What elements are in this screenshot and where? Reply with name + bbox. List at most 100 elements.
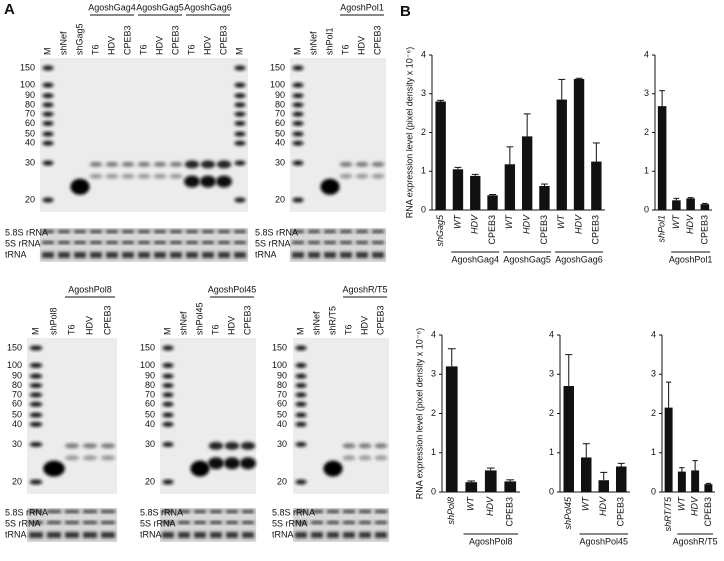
bar: [445, 366, 458, 492]
band: [358, 443, 372, 449]
lane-label: CPEB3: [170, 25, 180, 55]
ladder-band: [234, 65, 246, 71]
size-marker: 50: [275, 128, 285, 138]
ladder-band: [292, 93, 304, 99]
group-label: AgoshPol8: [469, 536, 513, 546]
rrna-band: [47, 521, 61, 524]
y-tick-label: 4: [644, 49, 649, 59]
bar: [484, 470, 497, 492]
lane-label: CPEB3: [372, 25, 382, 55]
size-marker: 30: [275, 157, 285, 167]
y-tick-label: 1: [644, 166, 649, 176]
rrna-label: 5.8S rRNA: [5, 507, 48, 517]
bar: [686, 198, 695, 210]
lane-label: M: [30, 328, 40, 336]
ladder-band: [292, 121, 304, 126]
ladder-band: [29, 412, 43, 418]
y-tick-label: 1: [431, 447, 436, 457]
bar: [556, 99, 567, 210]
rrna-band: [101, 510, 115, 513]
panel-label: B: [400, 3, 411, 20]
band: [100, 443, 116, 449]
y-tick-label: 3: [644, 88, 649, 98]
rrna-band: [186, 252, 198, 258]
group-header: AgoshGag6: [184, 2, 232, 12]
rrna-band: [359, 510, 371, 513]
bar: [616, 466, 627, 492]
y-tick-label: 0: [549, 486, 554, 496]
rrna-band: [170, 230, 182, 233]
x-tick-label: WT: [671, 214, 681, 229]
ladder-band: [29, 392, 43, 398]
bar: [691, 470, 700, 492]
y-tick-label: 1: [549, 447, 554, 457]
lane-label: CPEB3: [218, 25, 228, 55]
sirna-band: [190, 460, 210, 477]
size-marker: 50: [145, 409, 155, 419]
ladder-band: [234, 131, 246, 137]
bar: [677, 471, 686, 492]
size-marker: 40: [277, 419, 287, 429]
rrna-band: [372, 230, 384, 233]
ladder-band: [42, 65, 54, 71]
band: [153, 161, 167, 167]
rrna-band: [295, 532, 307, 538]
rrna-band: [242, 532, 254, 538]
rrna-band: [74, 241, 86, 244]
rrna-band: [327, 532, 339, 538]
ladder-band: [162, 401, 174, 407]
rrna-band: [178, 532, 190, 538]
x-tick-label: CPEB3: [591, 215, 601, 245]
ladder-band: [295, 373, 307, 379]
band: [89, 161, 103, 167]
rrna-band: [327, 521, 339, 524]
y-tick-label: 0: [644, 204, 649, 214]
rrna-band: [178, 521, 190, 524]
rrna-band: [65, 532, 79, 538]
rrna-band: [242, 521, 254, 524]
rrna-band: [202, 241, 214, 244]
size-marker: 40: [145, 419, 155, 429]
size-marker: 90: [277, 371, 287, 381]
size-marker: 40: [12, 419, 22, 429]
ladder-band: [292, 160, 304, 166]
band: [339, 173, 353, 179]
rrna-band: [101, 521, 115, 524]
size-marker: 80: [12, 380, 22, 390]
rrna-band: [218, 230, 230, 233]
rrna-label: 5S rRNA: [272, 518, 308, 528]
rrna-label: 5.8S rRNA: [5, 227, 48, 237]
bar: [487, 195, 498, 210]
rrna-label: 5S rRNA: [5, 518, 41, 528]
size-marker: 150: [270, 62, 285, 72]
size-marker: 150: [272, 342, 287, 352]
ladder-band: [29, 363, 43, 368]
size-marker: 90: [145, 371, 155, 381]
size-marker: 60: [275, 118, 285, 128]
rrna-band: [311, 521, 323, 524]
lane-label: M: [42, 48, 52, 56]
rrna-band: [308, 241, 320, 244]
panel-label: A: [4, 1, 15, 18]
lane-label: HDV: [154, 36, 164, 55]
rrna-band: [194, 521, 206, 524]
group-header: AgoshPol8: [68, 284, 112, 294]
rrna-band: [42, 241, 54, 244]
ladder-band: [42, 102, 54, 108]
rrna-band: [42, 252, 54, 258]
size-marker: 90: [275, 90, 285, 100]
rrna-band: [202, 230, 214, 233]
rrna-label: 5S rRNA: [5, 238, 41, 248]
group-label: AgoshPol45: [579, 536, 628, 546]
rrna-band: [327, 510, 339, 513]
band: [169, 161, 183, 167]
rrna-label: 5.8S rRNA: [272, 507, 315, 517]
size-marker: 50: [277, 409, 287, 419]
rrna-band: [343, 521, 355, 524]
rrna-band: [122, 252, 134, 258]
y-tick-label: 4: [421, 49, 426, 59]
lane-label: shNef: [308, 31, 318, 55]
ladder-band: [162, 421, 174, 427]
rrna-band: [356, 241, 368, 244]
